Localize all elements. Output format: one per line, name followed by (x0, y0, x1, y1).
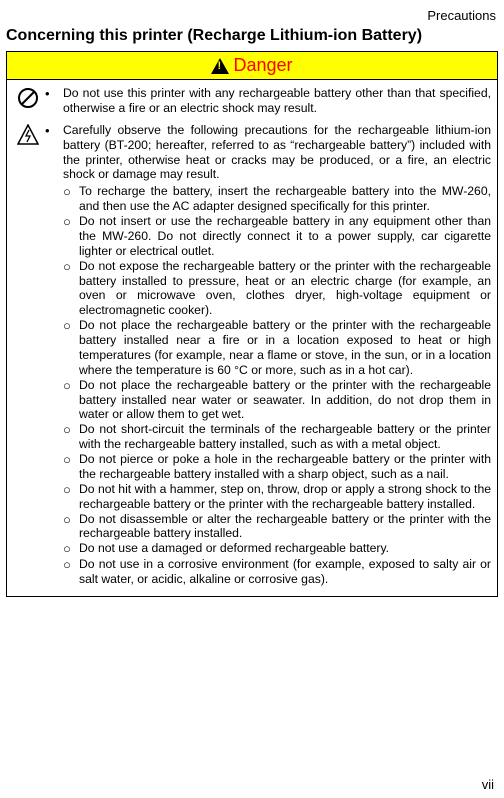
warning-triangle-icon (211, 58, 229, 74)
precautions-content: • Do not use this printer with any recha… (6, 80, 498, 597)
sub-text: Do not short-circuit the terminals of th… (79, 422, 491, 452)
sub-text: Do not use a damaged or deformed recharg… (79, 541, 491, 557)
sub-mark: ○ (63, 422, 79, 452)
sub-item: ○Do not use in a corrosive environment (… (63, 557, 491, 587)
sub-mark: ○ (63, 541, 79, 557)
danger-label: Danger (233, 55, 292, 76)
sub-item: ○Do not hit with a hammer, step on, thro… (63, 482, 491, 512)
danger-banner: Danger (6, 51, 498, 80)
sub-item: ○Do not place the rechargeable battery o… (63, 318, 491, 378)
section-title: Concerning this printer (Recharge Lithiu… (6, 27, 498, 45)
bullet-text: Carefully observe the following precauti… (63, 123, 491, 183)
sub-mark: ○ (63, 259, 79, 319)
sub-mark: ○ (63, 214, 79, 259)
sub-text: Do not use in a corrosive environment (f… (79, 557, 491, 587)
page-number: vii (482, 777, 494, 792)
bullet-text: Do not use this printer with any recharg… (63, 86, 491, 116)
sub-mark: ○ (63, 482, 79, 512)
sub-mark: ○ (63, 184, 79, 214)
sub-item: ○Do not expose the rechargeable battery … (63, 259, 491, 319)
sub-mark: ○ (63, 512, 79, 542)
sub-text: Do not expose the rechargeable battery o… (79, 259, 491, 319)
sub-item: ○Do not short-circuit the terminals of t… (63, 422, 491, 452)
sub-text: Do not insert or use the rechargeable ba… (79, 214, 491, 259)
sub-text: Do not place the rechargeable battery or… (79, 378, 491, 423)
sub-item: ○Do not disassemble or alter the recharg… (63, 512, 491, 542)
sub-item: ○Do not use a damaged or deformed rechar… (63, 541, 491, 557)
sub-item: ○Do not insert or use the rechargeable b… (63, 214, 491, 259)
header-label: Precautions (6, 8, 498, 23)
sub-item: ○Do not place the rechargeable battery o… (63, 378, 491, 423)
sub-mark: ○ (63, 452, 79, 482)
prohibit-icon (17, 87, 39, 109)
sub-text: Do not disassemble or alter the recharge… (79, 512, 491, 542)
sub-text: Do not hit with a hammer, step on, throw… (79, 482, 491, 512)
sub-item: ○Do not pierce or poke a hole in the rec… (63, 452, 491, 482)
bullet-mark: • (45, 123, 63, 587)
sub-text: Do not place the rechargeable battery or… (79, 318, 491, 378)
sub-list: ○To recharge the battery, insert the rec… (63, 184, 491, 586)
sub-mark: ○ (63, 318, 79, 378)
sub-text: To recharge the battery, insert the rech… (79, 184, 491, 214)
bullet-item: • Do not use this printer with any recha… (45, 86, 491, 116)
sub-mark: ○ (63, 378, 79, 423)
sub-mark: ○ (63, 557, 79, 587)
sub-item: ○To recharge the battery, insert the rec… (63, 184, 491, 214)
bullet-item: • Carefully observe the following precau… (45, 123, 491, 587)
shock-icon (17, 124, 39, 146)
bullet-mark: • (45, 86, 63, 116)
sub-text: Do not pierce or poke a hole in the rech… (79, 452, 491, 482)
